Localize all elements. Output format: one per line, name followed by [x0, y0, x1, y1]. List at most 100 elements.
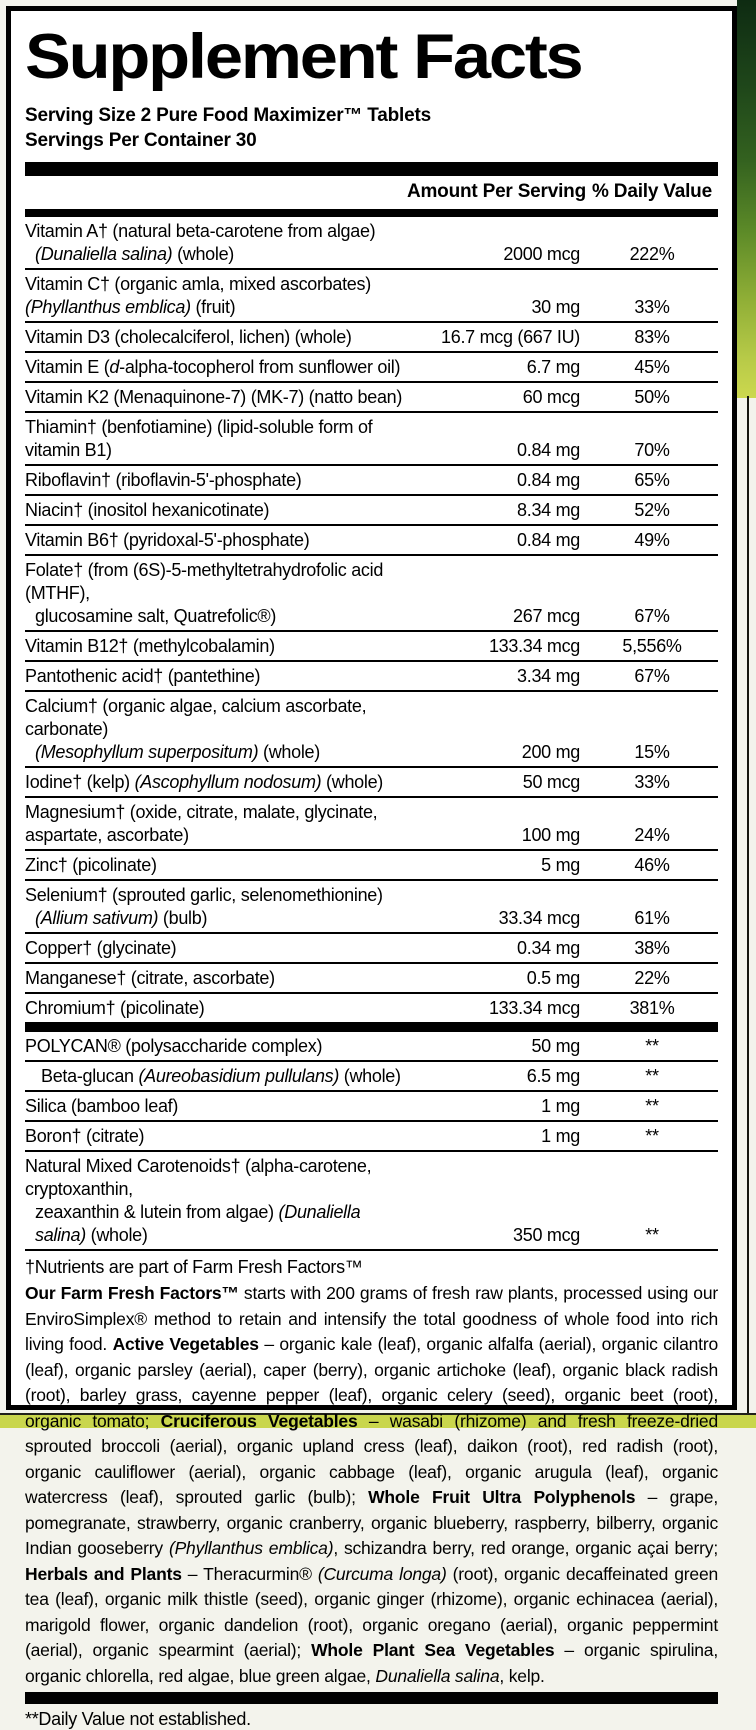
- nutrient-name-line: Vitamin C† (organic amla, mixed ascorbat…: [25, 273, 404, 319]
- nutrient-rows: Vitamin A† (natural beta-carotene from a…: [25, 217, 718, 1252]
- nutrient-name-line: (Allium sativum) (bulb): [25, 907, 404, 930]
- nutrient-name-line: Boron† (citrate): [25, 1125, 404, 1148]
- nutrient-daily-value: 22%: [634, 968, 670, 989]
- nutrient-row: Vitamin E (d-alpha-tocopherol from sunfl…: [25, 353, 718, 384]
- nutrient-row: Folate† (from (6S)-5-methyltetrahydrofol…: [25, 556, 718, 633]
- nutrient-amount: 6.7 mg: [526, 357, 581, 378]
- nutrient-daily-value: 61%: [634, 908, 670, 929]
- text-segment: Vitamin B12† (methylcobalamin): [25, 636, 275, 657]
- nutrient-name-line: zeaxanthin & lutein from algae) (Dunalie…: [25, 1201, 404, 1247]
- text-segment: Vitamin D3 (cholecalciferol, lichen) (wh…: [25, 327, 352, 348]
- servings-per-container: Servings Per Container 30: [25, 130, 257, 152]
- nutrient-name-line: (Mesophyllum superpositum) (whole): [25, 741, 404, 764]
- text-segment: Selenium† (sprouted garlic, selenomethio…: [25, 885, 383, 906]
- text-segment: (whole): [85, 1225, 148, 1246]
- nutrient-row: Manganese† (citrate, ascorbate) 0.5 mg 22%: [25, 964, 718, 995]
- nutrient-amount: 0.84 mg: [517, 470, 580, 491]
- nutrient-name-line: POLYCAN® (polysaccharide complex): [25, 1035, 404, 1058]
- photo-edge-strip: [737, 0, 756, 398]
- nutrient-name: Manganese† (citrate, ascorbate): [25, 967, 404, 990]
- nutrient-name-line: Vitamin A† (natural beta-carotene from a…: [25, 220, 404, 243]
- nutrient-amount: 133.34 mcg: [488, 636, 580, 657]
- nutrient-daily-value: 15%: [634, 742, 670, 763]
- text-segment: (Curcuma longa): [317, 1563, 447, 1584]
- nutrient-name-line: Vitamin B12† (methylcobalamin): [25, 635, 404, 658]
- text-segment: Zinc† (picolinate): [25, 855, 157, 876]
- nutrient-row: Thiamin† (benfotiamine) (lipid-soluble f…: [25, 413, 718, 467]
- nutrient-name: Iodine† (kelp) (Ascophyllum nodosum) (wh…: [25, 771, 404, 794]
- nutrient-daily-value: 33%: [634, 297, 670, 318]
- text-segment: Vitamin C† (organic amla, mixed ascorbat…: [25, 274, 371, 295]
- text-segment: (whole): [339, 1066, 401, 1087]
- nutrient-row: POLYCAN® (polysaccharide complex) 50 mg **: [25, 1032, 718, 1063]
- nutrient-name-line: Riboflavin† (riboflavin-5'-phosphate): [25, 469, 404, 492]
- text-segment: Thiamin† (benfotiamine) (lipid-soluble f…: [25, 417, 373, 461]
- text-segment: Beta-glucan: [41, 1066, 139, 1087]
- daily-value-footnote: **Daily Value not established.: [25, 1709, 251, 1730]
- nutrient-name: Vitamin C† (organic amla, mixed ascorbat…: [25, 273, 404, 319]
- nutrient-amount: 267 mcg: [513, 606, 580, 627]
- serving-size: Serving Size 2 Pure Food Maximizer™ Tabl…: [25, 105, 431, 127]
- nutrient-daily-value: 50%: [634, 387, 670, 408]
- divider-bar-header: [25, 209, 718, 218]
- text-segment: Calcium† (organic algae, calcium ascorba…: [25, 696, 367, 740]
- nutrient-amount: 100 mg: [521, 825, 581, 846]
- nutrient-row: Silica (bamboo leaf) 1 mg **: [25, 1092, 718, 1123]
- nutrient-daily-value: **: [645, 1096, 659, 1117]
- nutrient-row: Pantothenic acid† (pantethine) 3.34 mg 67%: [25, 662, 718, 693]
- column-header-daily-value: % Daily Value: [592, 181, 712, 203]
- nutrient-daily-value: 46%: [634, 855, 670, 876]
- nutrient-row: Riboflavin† (riboflavin-5'-phosphate) 0.8…: [25, 466, 718, 497]
- text-segment: Folate† (from (6S)-5-methyltetrahydrofol…: [25, 560, 384, 604]
- nutrient-name: POLYCAN® (polysaccharide complex): [25, 1035, 404, 1058]
- nutrient-name: Pantothenic acid† (pantethine): [25, 665, 404, 688]
- panel-title: Supplement Facts: [25, 22, 584, 92]
- nutrient-name: Natural Mixed Carotenoids† (alpha-carote…: [25, 1155, 404, 1247]
- text-segment: (whole): [258, 742, 320, 763]
- nutrient-row: Vitamin K2 (Menaquinone-7) (MK-7) (natto…: [25, 383, 718, 414]
- nutrient-name: Vitamin K2 (Menaquinone-7) (MK-7) (natto…: [25, 386, 404, 409]
- nutrient-amount: 3.34 mg: [517, 666, 580, 687]
- nutrient-row: Beta-glucan (Aureobasidium pullulans) (w…: [25, 1062, 718, 1093]
- nutrient-name-line: Pantothenic acid† (pantethine): [25, 665, 404, 688]
- nutrient-name-line: Folate† (from (6S)-5-methyltetrahydrofol…: [25, 559, 404, 605]
- text-segment: (Dunaliella salina): [35, 1202, 361, 1246]
- text-segment: Riboflavin† (riboflavin-5'-phosphate): [25, 470, 302, 491]
- nutrient-row: Boron† (citrate) 1 mg **: [25, 1122, 718, 1153]
- nutrient-amount: 30 mg: [531, 297, 580, 318]
- nutrient-name: Silica (bamboo leaf): [25, 1095, 404, 1118]
- nutrient-row: Selenium† (sprouted garlic, selenomethio…: [25, 881, 718, 935]
- text-segment: Active Vegetables: [112, 1334, 259, 1355]
- nutrient-name-line: glucosamine salt, Quatrefolic®): [25, 605, 404, 628]
- text-segment: Pantothenic acid† (pantethine): [25, 666, 261, 687]
- nutrient-daily-value: 65%: [634, 470, 670, 491]
- nutrient-name-line: Copper† (glycinate): [25, 937, 404, 960]
- text-segment: zeaxanthin & lutein from algae): [35, 1202, 279, 1223]
- nutrient-name-line: Chromium† (picolinate): [25, 997, 404, 1020]
- nutrient-name-line: Manganese† (citrate, ascorbate): [25, 967, 404, 990]
- nutrient-name-line: Natural Mixed Carotenoids† (alpha-carote…: [25, 1155, 404, 1201]
- text-segment: Dunaliella salina: [375, 1665, 500, 1686]
- page-edge-line: [747, 396, 749, 1413]
- text-segment: Niacin† (inositol hexanicotinate): [25, 500, 270, 521]
- divider-bar-thick: [25, 162, 718, 177]
- text-segment: starts with 200 grams of fresh raw plant…: [25, 1283, 718, 1355]
- nutrient-name-line: Calcium† (organic algae, calcium ascorba…: [25, 695, 404, 741]
- text-segment: -alpha-tocopherol from sunflower oil): [119, 357, 401, 378]
- nutrient-row: Niacin† (inositol hexanicotinate) 8.34 mg…: [25, 496, 718, 527]
- nutrient-daily-value: 45%: [634, 357, 670, 378]
- text-segment: (Dunaliella salina): [35, 244, 173, 265]
- nutrient-daily-value: **: [645, 1036, 659, 1057]
- nutrient-amount: 5 mg: [541, 855, 580, 876]
- text-segment: (Phyllanthus emblica): [168, 1538, 334, 1559]
- text-segment: , kelp.: [499, 1665, 545, 1686]
- nutrient-name: Vitamin E (d-alpha-tocopherol from sunfl…: [25, 356, 404, 379]
- nutrient-amount: 1 mg: [541, 1126, 580, 1147]
- nutrient-row: Vitamin B12† (methylcobalamin) 133.34 mcg…: [25, 632, 718, 663]
- section-divider-bar: [25, 1022, 718, 1033]
- nutrient-row: Vitamin C† (organic amla, mixed ascorbat…: [25, 270, 718, 324]
- nutrient-daily-value: 67%: [634, 606, 670, 627]
- nutrient-name: Thiamin† (benfotiamine) (lipid-soluble f…: [25, 416, 404, 462]
- nutrient-name: Selenium† (sprouted garlic, selenomethio…: [25, 884, 404, 930]
- nutrient-name: Beta-glucan (Aureobasidium pullulans) (w…: [25, 1065, 404, 1088]
